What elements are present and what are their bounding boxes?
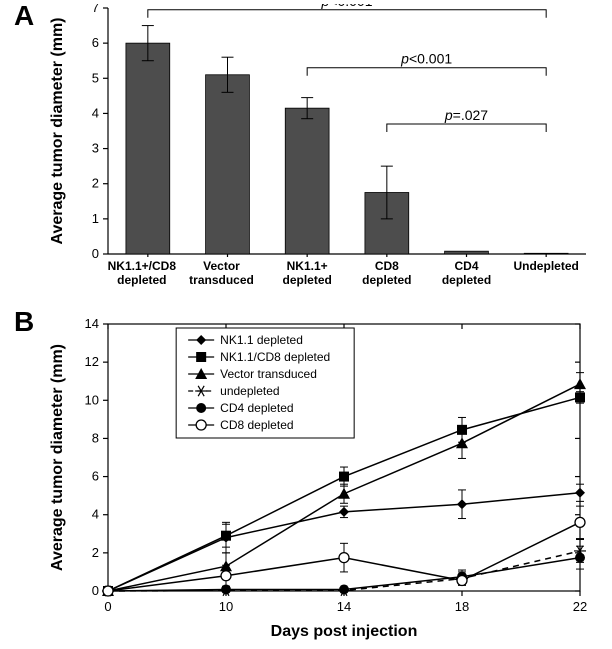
svg-text:0: 0	[104, 599, 111, 614]
svg-text:18: 18	[455, 599, 469, 614]
figure-page: A 01234567Average tumor diameter (mm)NK1…	[0, 0, 612, 649]
svg-text:3: 3	[92, 141, 99, 156]
svg-text:10: 10	[85, 392, 99, 407]
p-value-label: p<0.001	[400, 51, 452, 67]
bar	[285, 108, 329, 254]
x-category-label: depleted	[117, 273, 166, 287]
x-category-label: Undepleted	[513, 259, 578, 273]
p-value-label: p<0.001	[320, 4, 372, 9]
svg-text:10: 10	[219, 599, 233, 614]
x-category-label: Vector	[203, 259, 240, 273]
svg-text:Average tumor diameter (mm): Average tumor diameter (mm)	[49, 344, 66, 571]
svg-text:Days post injection: Days post injection	[271, 623, 418, 640]
legend-label: NK1.1 depleted	[220, 333, 303, 347]
svg-text:0: 0	[92, 246, 99, 261]
x-category-label: depleted	[442, 273, 491, 287]
svg-text:4: 4	[92, 105, 99, 120]
svg-text:14: 14	[337, 599, 351, 614]
bar	[126, 43, 170, 254]
svg-text:4: 4	[92, 507, 99, 522]
svg-text:Average tumor diameter (mm): Average tumor diameter (mm)	[49, 17, 66, 244]
bar	[445, 251, 489, 254]
x-category-label: NK1.1+/CD8	[108, 259, 177, 273]
panel-a-label: A	[14, 0, 34, 32]
panel-b-label: B	[14, 306, 34, 338]
x-category-label: CD8	[375, 259, 399, 273]
legend-label: CD8 depleted	[220, 418, 293, 432]
svg-text:12: 12	[85, 354, 99, 369]
bar	[206, 75, 250, 254]
p-value-label: p=.027	[444, 107, 488, 123]
svg-text:2: 2	[92, 545, 99, 560]
svg-text:7: 7	[92, 4, 99, 15]
x-category-label: transduced	[189, 273, 254, 287]
x-category-label: depleted	[282, 273, 331, 287]
x-category-label: NK1.1+	[287, 259, 328, 273]
svg-text:8: 8	[92, 430, 99, 445]
svg-text:5: 5	[92, 70, 99, 85]
x-category-label: CD4	[454, 259, 478, 273]
svg-text:6: 6	[92, 35, 99, 50]
legend-label: Vector transduced	[220, 367, 317, 381]
legend-label: NK1.1/CD8 depleted	[220, 350, 330, 364]
x-category-label: depleted	[362, 273, 411, 287]
bar	[524, 253, 568, 254]
svg-text:22: 22	[573, 599, 587, 614]
svg-text:0: 0	[92, 583, 99, 598]
legend-label: CD4 depleted	[220, 401, 293, 415]
legend-label: undepleted	[220, 384, 279, 398]
svg-text:2: 2	[92, 176, 99, 191]
svg-text:14: 14	[85, 316, 99, 331]
svg-text:6: 6	[92, 469, 99, 484]
panel-a-bar-chart: 0 1 2 3 4 5 6 7 Average tumor diameter (mm) NK1.1…	[40, 4, 600, 304]
panel-b-line-chart: 0 2 4 6 8 10 12 14 0 10 14 18 22 Average tumor diamet…	[40, 316, 600, 646]
svg-text:1: 1	[92, 211, 99, 226]
